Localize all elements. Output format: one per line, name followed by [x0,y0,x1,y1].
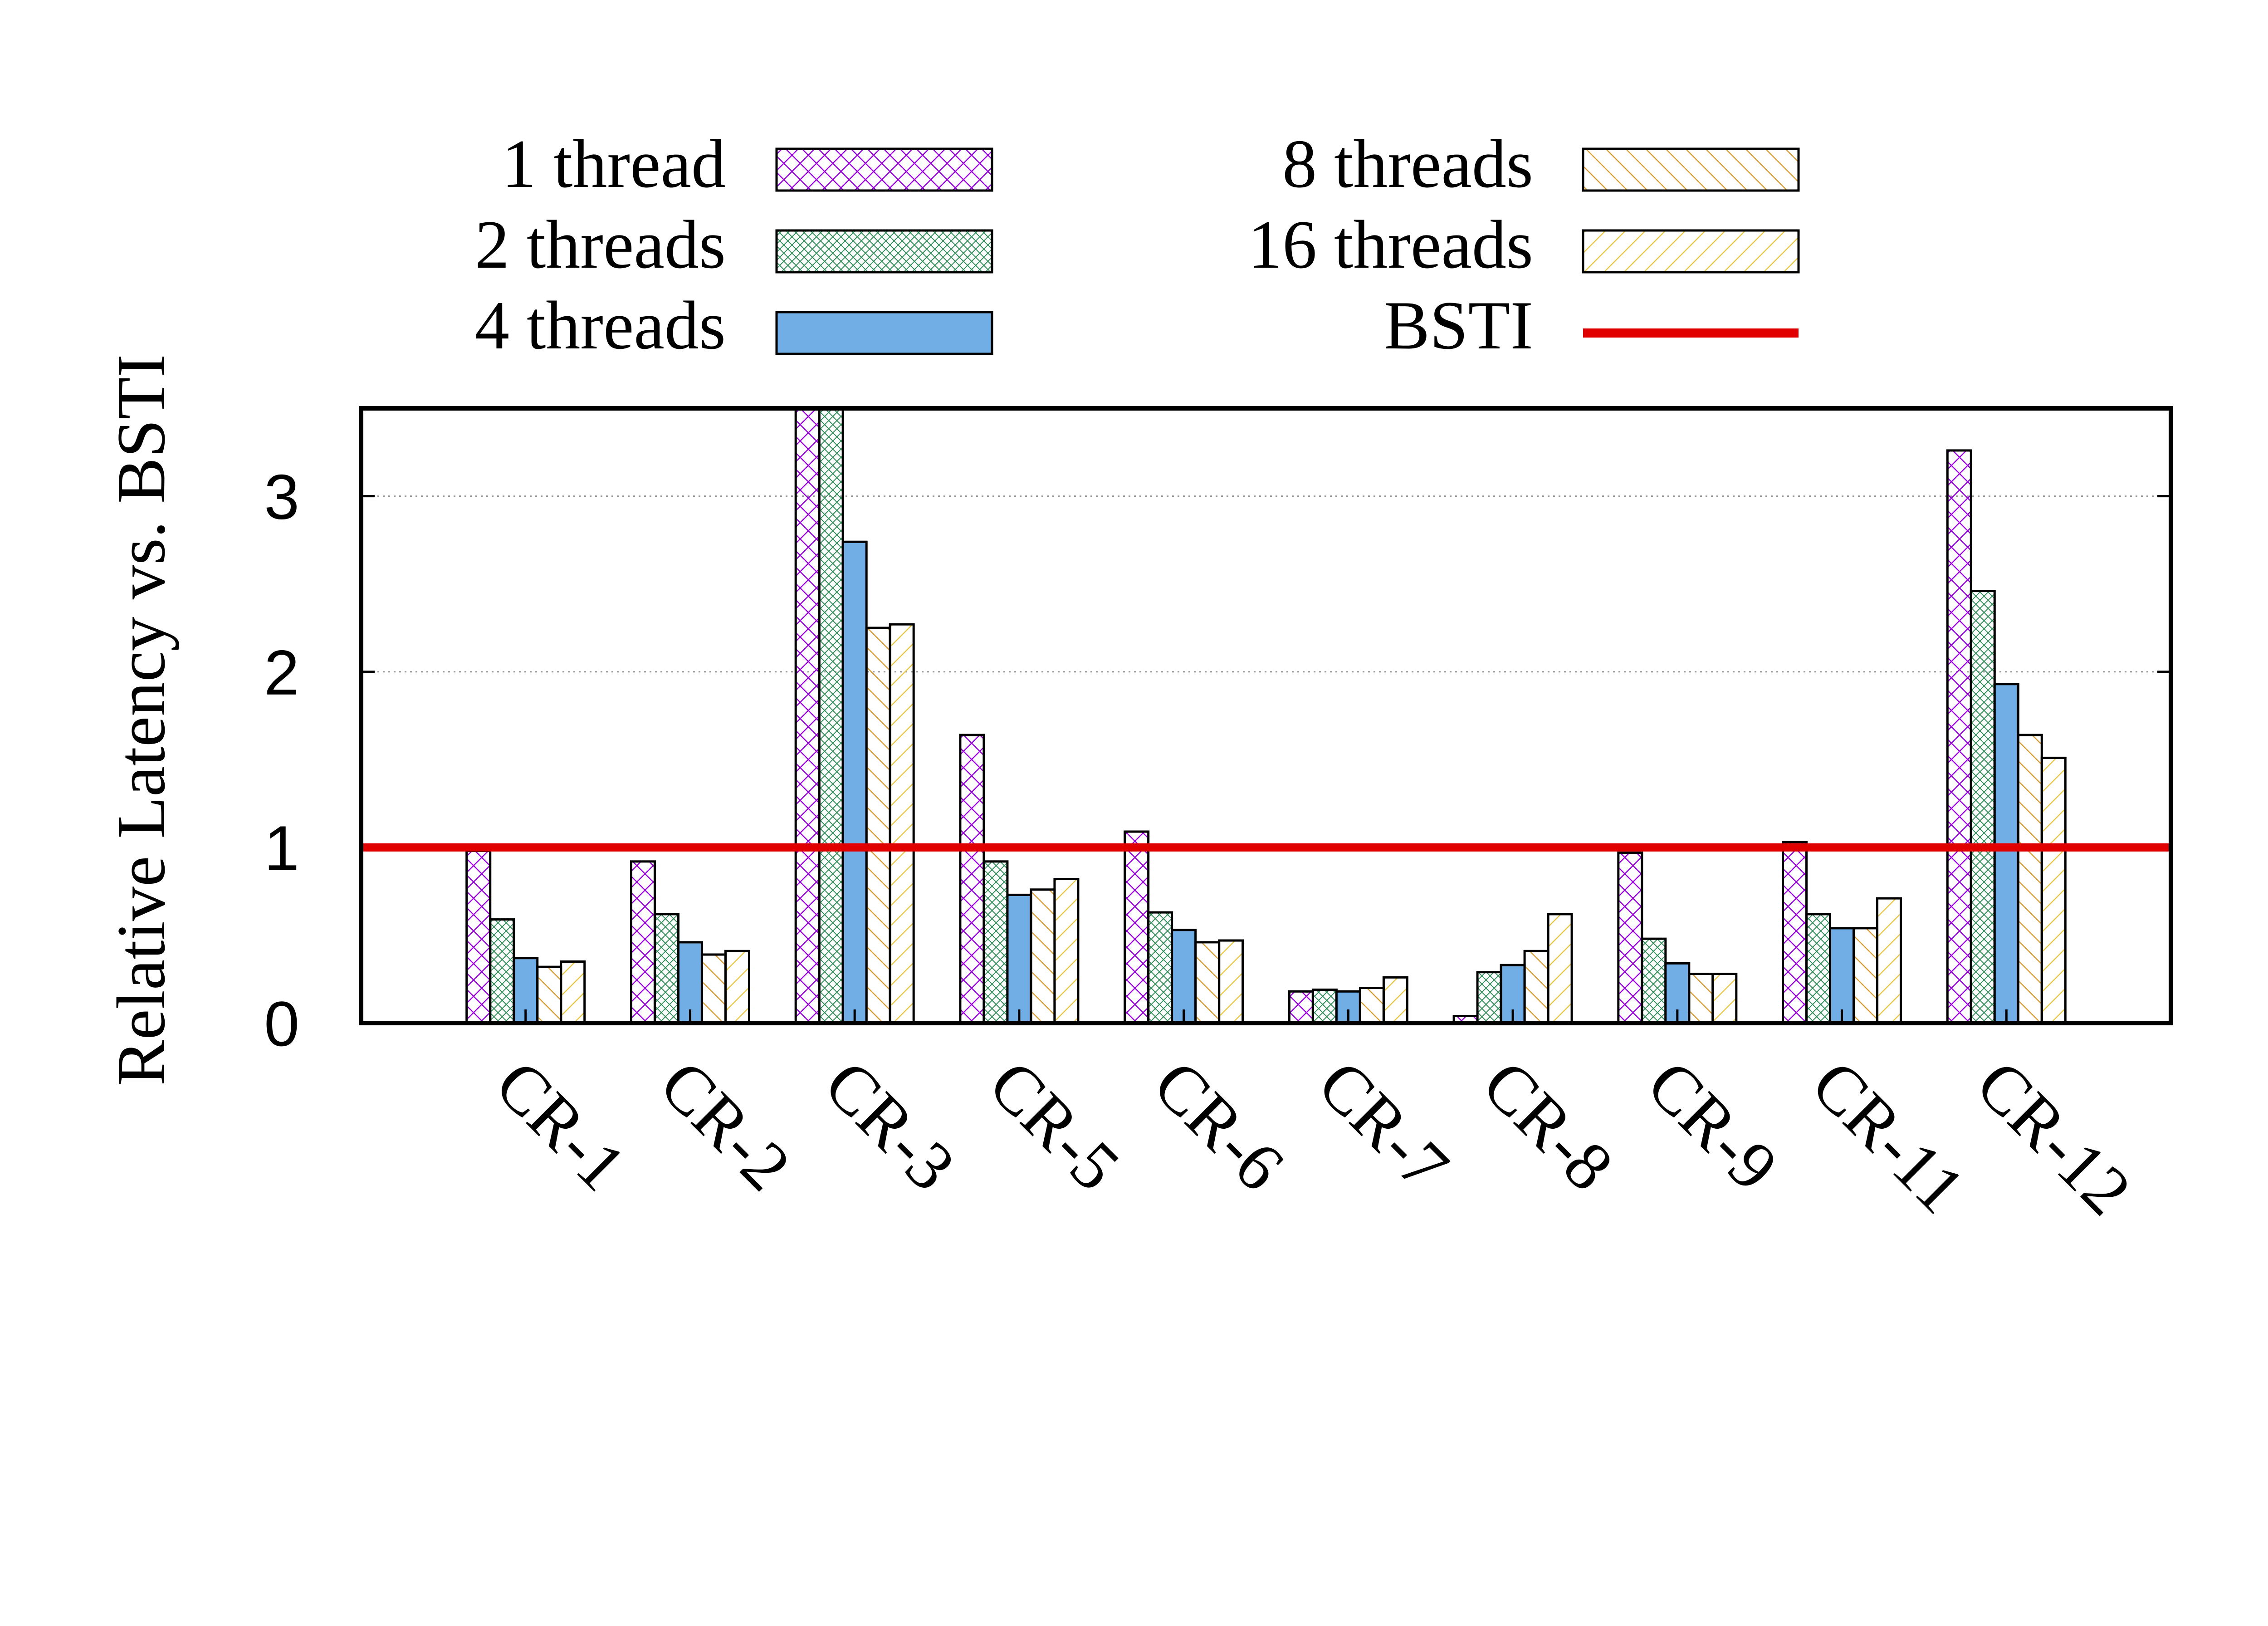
legend-swatch-2-threads [775,229,993,274]
bar-cr-8-16-threads [1547,913,1573,1024]
bar-cr-12-8-threads [2017,734,2043,1024]
bar-cr-12-2-threads [1970,590,1996,1024]
x-tick-label-cr-3: CR-3 [810,1046,970,1205]
bar-cr-7-2-threads [1311,988,1338,1024]
bar-cr-6-16-threads [1218,939,1244,1024]
bar-cr-1-16-threads [560,960,586,1024]
x-tick-label-cr-11: CR-11 [1797,1046,1979,1228]
bar-cr-8-2-threads [1476,971,1502,1024]
x-tick-label-cr-7: CR-7 [1304,1046,1463,1205]
x-tick-label-cr-8: CR-8 [1468,1046,1628,1205]
x-tick-label-cr-12: CR-12 [1962,1046,2146,1229]
bar-cr-9-2-threads [1641,937,1667,1024]
x-tick-label-cr-1: CR-1 [481,1046,640,1205]
legend-item-1-thread: 1 thread [502,126,993,202]
bar-cr-3-2-threads [818,407,844,1024]
bar-cr-6-8-threads [1194,941,1221,1024]
bar-cr-9-8-threads [1688,973,1714,1024]
bar-cr-6-2-threads [1147,911,1173,1024]
bar-cr-1-2-threads [489,918,515,1024]
bar-cr-11-8-threads [1853,927,1879,1024]
legend-label-2-threads: 2 threads [475,206,726,283]
legend-swatch-16-threads [1582,229,1800,274]
bar-cr-5-16-threads [1053,878,1080,1024]
x-axis: CR-1 CR-2 CR-3 CR-5 CR-6 CR-7 CR-8 CR-9 CR-11CR-… [481,1009,2146,1229]
y-axis-title: Relative Latency vs. BSTI [103,354,179,1086]
bar-cr-2-16-threads [724,950,750,1024]
bar-cr-3-16-threads [889,623,915,1024]
bar-cr-9-16-threads [1711,973,1738,1024]
bar-cr-2-8-threads [700,953,727,1024]
bar-cr-3-8-threads [865,627,891,1024]
legend-label-4-threads: 4 threads [475,287,726,363]
x-tick-label-cr-5: CR-5 [975,1046,1134,1205]
legend-item-4-threads: 4 threads [475,287,993,363]
legend-swatch-8-threads [1582,147,1800,192]
bar-cr-5-4-threads [1006,893,1032,1024]
bar-cr-5-8-threads [1030,888,1056,1024]
bar-cr-5-2-threads [982,860,1009,1024]
bar-cr-9-1-thread [1617,851,1643,1024]
legend: 1 thread 2 threads 4 threads 8 threads 1… [475,126,1800,363]
y-tick-label-0: 0 [264,988,299,1059]
legend-swatch-4-threads [775,311,993,355]
bar-cr-11-4-threads [1829,927,1855,1024]
legend-label-16-threads: 16 threads [1248,206,1533,283]
legend-item-8-threads: 8 threads [1282,126,1800,202]
bar-cr-12-4-threads [1993,683,2019,1024]
bar-cr-3-1-thread [794,407,821,1024]
bar-cr-7-16-threads [1382,976,1408,1024]
bar-cr-12-16-threads [2040,756,2067,1024]
bar-cr-7-8-threads [1359,987,1385,1024]
bar-cr-8-8-threads [1523,950,1549,1024]
bar-cr-6-1-thread [1124,830,1150,1024]
legend-item-bsti: BSTI [1384,287,1799,363]
grid-lines [361,495,2171,848]
plot-frame [359,406,2173,1025]
bar-cr-12-1-thread [1946,449,1972,1024]
x-tick-label-cr-6: CR-6 [1139,1046,1299,1205]
bar-cr-1-1-thread [465,850,492,1024]
x-tick-label-cr-9: CR-9 [1633,1046,1792,1205]
y-tick-label-2: 2 [264,637,299,708]
bar-cr-2-1-thread [630,860,656,1024]
bar-cr-5-1-thread [959,734,985,1024]
bars [465,407,2067,1024]
y-tick-label-1: 1 [264,813,299,884]
bar-cr-3-4-threads [841,540,868,1024]
legend-label-bsti: BSTI [1384,287,1533,363]
legend-item-2-threads: 2 threads [475,206,993,283]
bar-cr-6-4-threads [1171,929,1197,1024]
legend-label-1-thread: 1 thread [502,126,726,202]
bar-cr-11-2-threads [1805,913,1832,1024]
bar-cr-2-2-threads [653,913,679,1024]
legend-label-8-threads: 8 threads [1282,126,1533,202]
bar-cr-11-1-thread [1782,841,1808,1024]
bar-cr-11-16-threads [1876,897,1902,1024]
legend-item-16-threads: 16 threads [1248,206,1800,283]
bar-cr-7-1-thread [1288,990,1314,1024]
y-tick-label-3: 3 [264,461,299,533]
bar-cr-1-8-threads [536,965,562,1024]
x-tick-label-cr-2: CR-2 [645,1046,805,1205]
